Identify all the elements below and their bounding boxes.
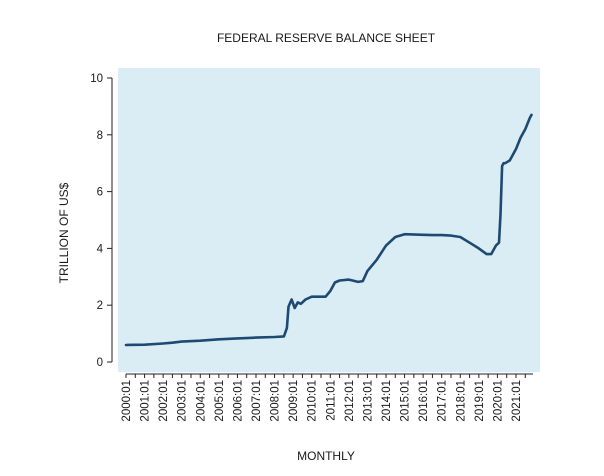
x-tick-label: 2006:01 (232, 380, 244, 422)
x-tick-label: 2014:01 (381, 380, 393, 422)
y-tick-label: 10 (90, 73, 103, 85)
y-tick-label: 0 (97, 357, 103, 369)
x-axis: 2000:01 2001:01 2002:01 2003:01 2004:01 2005:… (121, 373, 533, 422)
y-tick-label: 8 (97, 130, 103, 142)
x-tick-label: 2015:01 (400, 380, 412, 422)
x-tick-label: 2021:01 (511, 380, 523, 422)
x-tick-label: 2019:01 (474, 380, 486, 422)
x-tick-label: 2003:01 (177, 380, 189, 422)
x-axis-label: MONTHLY (297, 449, 355, 463)
x-tick-label: 2017:01 (437, 380, 449, 422)
y-axis-label: TRILLION OF US$ (57, 182, 71, 283)
x-tick-label: 2000:01 (121, 380, 133, 422)
y-tick-label: 6 (97, 187, 103, 199)
chart-title: FEDERAL RESERVE BALANCE SHEET (217, 31, 436, 45)
balance-sheet-line (124, 113, 533, 347)
x-tick-label: 2018:01 (455, 380, 467, 422)
x-tick-label: 2011:01 (325, 380, 337, 421)
y-tick-label: 2 (97, 300, 103, 312)
x-tick-label: 2004:01 (195, 380, 207, 422)
x-tick-label: 2001:01 (140, 380, 152, 422)
x-tick-label: 2010:01 (307, 380, 319, 422)
plot-area (118, 68, 540, 372)
x-tick-label: 2009:01 (288, 380, 300, 422)
x-tick-label: 2008:01 (270, 380, 282, 422)
x-tick-label: 2002:01 (158, 380, 170, 422)
x-tick-label: 2012:01 (344, 380, 356, 422)
x-tick-label: 2016:01 (418, 380, 430, 422)
x-tick-label: 2020:01 (492, 380, 504, 422)
x-tick-label: 2007:01 (251, 380, 263, 422)
y-axis: 0 2 4 6 8 10 (90, 73, 113, 369)
x-tick-label: 2013:01 (362, 380, 374, 422)
y-tick-label: 4 (97, 243, 104, 255)
x-tick-label: 2005:01 (214, 380, 226, 422)
